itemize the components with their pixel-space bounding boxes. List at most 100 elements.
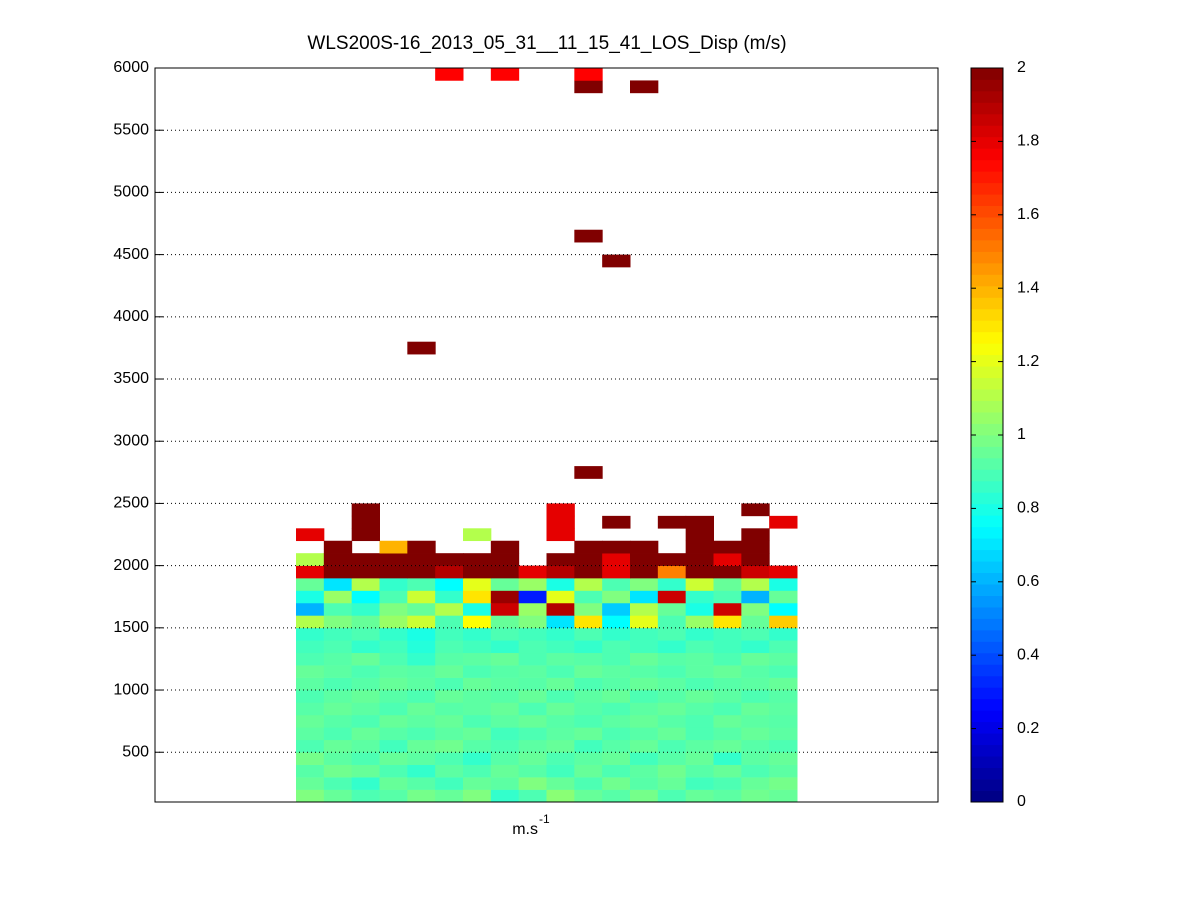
colorbar-segment [971,285,1003,298]
heatmap-cell [546,652,575,666]
heatmap-cell [602,540,631,554]
heatmap-cell [685,764,714,778]
heatmap-cell [546,739,575,753]
heatmap-cell [713,640,742,654]
heatmap-cell [407,739,436,753]
heatmap-cell [574,68,603,81]
heatmap-cell [435,640,464,654]
heatmap-cell [490,578,520,591]
heatmap-cell [685,515,714,529]
colorbar-segment [971,331,1003,344]
heatmap-cell [741,528,770,542]
heatmap-cell [657,665,687,678]
heatmap-cell [463,702,492,716]
heatmap-cell [296,565,325,579]
heatmap-cell [435,752,464,765]
heatmap-cell [296,752,325,765]
heatmap-cell [490,727,520,741]
heatmap-cell [546,640,575,654]
y-tick-label: 3000 [113,432,149,449]
colorbar-segment [971,561,1003,574]
heatmap-cell [546,627,575,641]
heatmap-cell [407,553,436,566]
heatmap-cell [351,702,380,716]
y-tick-label: 1500 [113,619,149,636]
heatmap-cell [407,690,436,703]
heatmap-cell [546,777,575,790]
heatmap-cell [713,690,742,703]
heatmap-cell [685,528,714,542]
heatmap-cell [741,640,770,654]
heatmap-cell [463,528,492,542]
heatmap-cell [630,677,659,691]
heatmap-cell [685,615,714,629]
heatmap-cell [351,690,380,703]
heatmap-cell [769,615,798,629]
y-tick-label: 5500 [113,121,149,138]
heatmap-cell [518,727,547,741]
heatmap-cell [630,752,659,765]
heatmap-cell [518,652,547,666]
heatmap-cell [769,665,798,678]
heatmap-cell [602,789,631,803]
heatmap-cell [630,640,659,654]
heatmap-cell [602,578,631,591]
heatmap-cell [741,615,770,629]
heatmap-cell [713,727,742,741]
colorbar-segment [971,492,1003,505]
y-tick-label: 5000 [113,184,149,201]
heatmap-cell [296,553,325,566]
heatmap-cell [769,677,798,691]
heatmap-cell [657,714,687,728]
heatmap-cell [574,80,603,94]
heatmap-cell [574,553,603,566]
heatmap-cell [490,764,520,778]
heatmap-cell [602,727,631,741]
heatmap-cell [769,727,798,741]
heatmap-cell [435,764,464,778]
plot-frame [154,67,939,803]
heatmap-cell [490,702,520,716]
heatmap-cell [518,640,547,654]
heatmap-cell [351,752,380,765]
colorbar-segment [971,721,1003,734]
heatmap-cell [490,665,520,678]
colorbar-tick-label: 0.2 [1017,720,1039,737]
colorbar-segment [971,308,1003,321]
heatmap-cell [407,702,436,716]
colorbar-segment [971,159,1003,172]
heatmap-cell [546,752,575,765]
heatmap-cell [407,565,436,579]
heatmap-cell [630,553,659,566]
heatmap-cell [379,553,408,566]
heatmap-cell [546,665,575,678]
heatmap-cell [435,652,464,666]
heatmap-cell [435,565,464,579]
x-axis-label: m.s [512,821,538,838]
y-tick-label: 2500 [113,495,149,512]
heatmap-cell [323,627,353,641]
heatmap-cell [769,739,798,753]
heatmap-cell [379,640,408,654]
heatmap-cell [685,652,714,666]
heatmap-cell [351,565,380,579]
heatmap-cell [685,553,714,566]
colorbar-segment [971,354,1003,367]
heatmap-cell [657,602,687,616]
heatmap-cell [685,540,714,554]
colorbar-segment [971,618,1003,631]
colorbar-segment [971,274,1003,287]
heatmap-cell [463,789,492,803]
heatmap-cell [713,789,742,803]
heatmap-cell [351,602,380,616]
colorbar-tick-label: 1.4 [1017,279,1039,296]
heatmap-cell [657,578,687,591]
colorbar-segment [971,503,1003,516]
heatmap-cell [323,727,353,741]
heatmap-cell [741,677,770,691]
heatmap-cell [657,565,687,579]
colorbar-segment [971,607,1003,619]
heatmap-cell [713,677,742,691]
heatmap-cell [296,615,325,629]
heatmap-cell [518,602,547,616]
